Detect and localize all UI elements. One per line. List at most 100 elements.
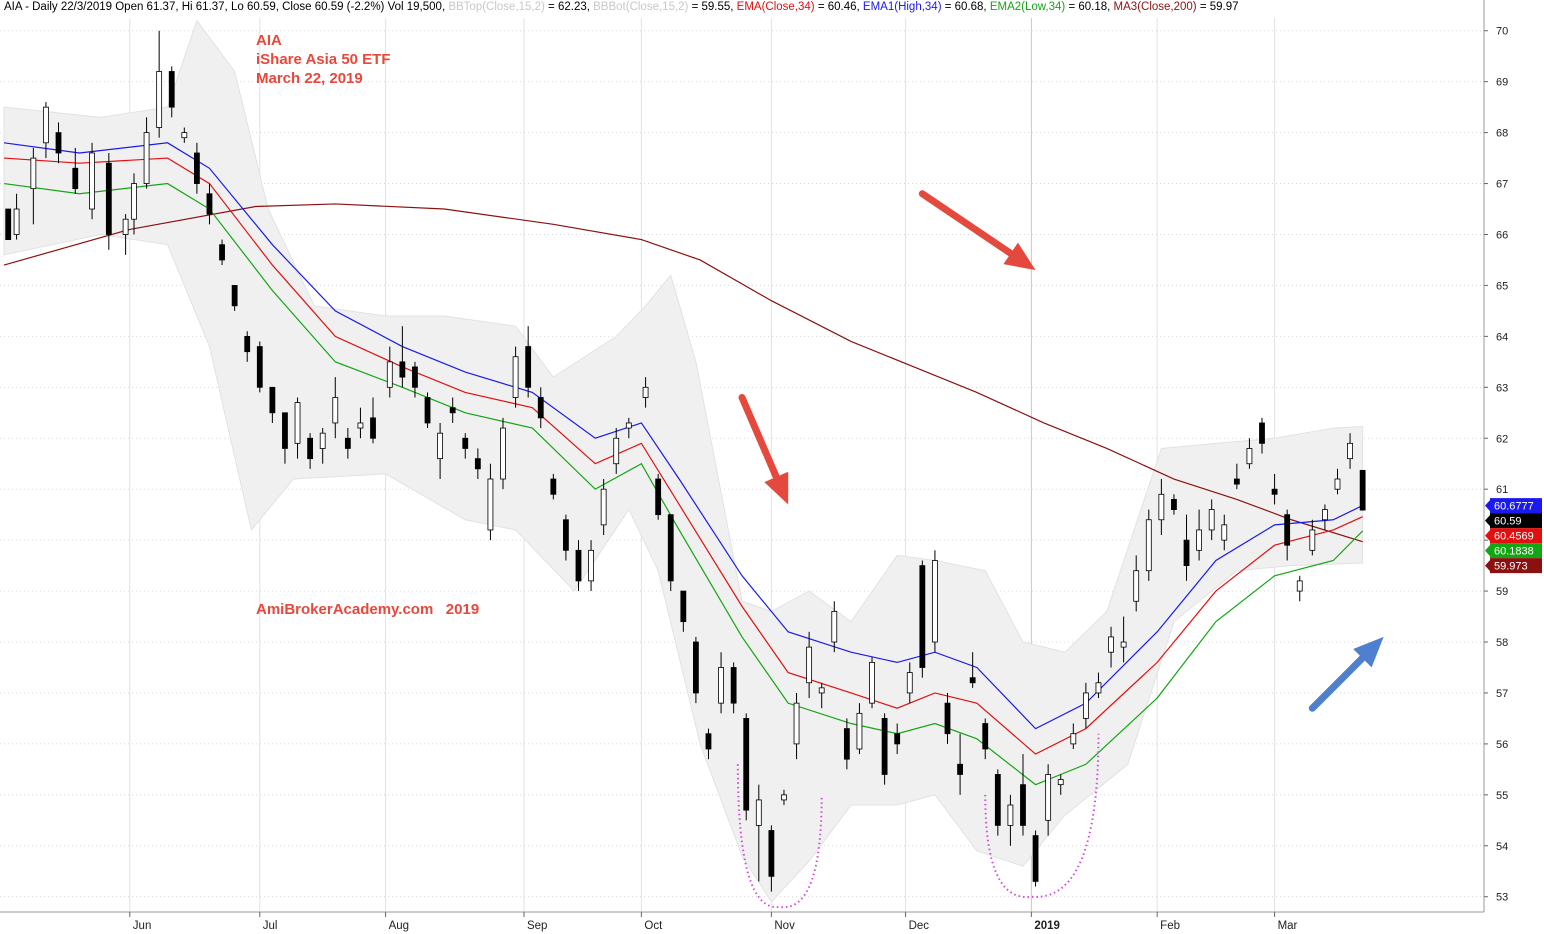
ema-low-line xyxy=(3,182,1364,786)
x-tick-label: Nov xyxy=(774,920,795,932)
candle-body xyxy=(1095,682,1102,694)
value-tag-pointer xyxy=(1485,545,1490,557)
value-tag xyxy=(1490,543,1542,559)
value-tag-label: 60.4569 xyxy=(1494,531,1534,543)
candle-body xyxy=(1221,524,1228,541)
candle-body xyxy=(307,437,314,460)
candle-body xyxy=(575,549,582,582)
candle-body xyxy=(730,667,737,704)
candle-body xyxy=(1347,442,1353,460)
candle-body xyxy=(282,412,288,449)
candle-body xyxy=(1020,784,1026,826)
ema-high-line xyxy=(3,142,1363,730)
y-tick-label: 65 xyxy=(1496,280,1508,292)
candle-body xyxy=(1007,804,1014,826)
y-tick-label: 66 xyxy=(1496,229,1508,241)
candle-body xyxy=(718,667,724,704)
candle-body xyxy=(1082,692,1089,719)
bollinger-band-area xyxy=(3,19,1364,903)
indicator-lines xyxy=(3,142,1364,786)
value-tags: 60.6777 60.59 60.4569 60.1838 59.973 xyxy=(1485,498,1542,574)
candle-body xyxy=(793,702,800,745)
candle-body xyxy=(370,417,376,439)
candle-body xyxy=(1045,774,1052,821)
header-ema1: EMA1(High,34) xyxy=(862,1,942,13)
x-tick-label: Jul xyxy=(263,920,278,932)
axes: 535455565758596061626364656667686970JunJ… xyxy=(0,0,1508,932)
candle-body xyxy=(487,478,494,531)
candle-body xyxy=(906,672,913,694)
candle-body xyxy=(332,397,339,424)
x-tick-label: Jun xyxy=(133,920,152,932)
candle-body xyxy=(1171,498,1177,510)
y-tick-label: 56 xyxy=(1496,739,1508,751)
candle-body xyxy=(994,774,1001,826)
x-tick-label: Mar xyxy=(1278,920,1298,932)
candle-body xyxy=(655,478,662,516)
candle-body xyxy=(437,432,444,460)
candle-body xyxy=(500,427,506,480)
value-tag xyxy=(1490,498,1542,514)
y-tick-label: 70 xyxy=(1496,26,1508,38)
candle-body xyxy=(474,458,481,470)
value-tag xyxy=(1490,528,1542,544)
candle-body xyxy=(512,356,519,398)
candle-body xyxy=(181,132,188,139)
y-tick-label: 63 xyxy=(1496,382,1508,394)
candle-body xyxy=(1183,539,1190,567)
candle-body xyxy=(1158,493,1165,521)
red-arrow-shaft xyxy=(918,190,1015,257)
candle-body xyxy=(1284,514,1291,546)
candle-body xyxy=(588,549,594,582)
candle-body xyxy=(1259,422,1265,444)
candle-body xyxy=(525,346,532,388)
candle-body xyxy=(818,687,825,694)
x-tick-label: Aug xyxy=(389,920,409,932)
candle-body xyxy=(131,183,137,220)
candle-body xyxy=(1233,478,1240,485)
candle-body xyxy=(72,167,79,190)
candle-body xyxy=(869,661,875,704)
bollinger-band xyxy=(3,19,1364,903)
candle-body xyxy=(894,733,901,745)
title-annotation: AIA iShare Asia 50 ETF March 22, 2019 xyxy=(256,31,391,88)
header-base: AIA - Daily 22/3/2019 Open 61.37, Hi 61.… xyxy=(4,1,442,13)
x-tick-label: 2019 xyxy=(1034,920,1060,932)
y-tick-label: 67 xyxy=(1496,179,1508,191)
title-name: iShare Asia 50 ETF xyxy=(256,51,391,68)
header-ema2: EMA2(Low,34) xyxy=(989,1,1066,13)
header-bbbot-value: = 59.55, xyxy=(688,1,737,13)
red-arrow-head xyxy=(1003,242,1036,271)
candle-body xyxy=(357,422,364,429)
candle-body xyxy=(843,728,850,760)
candle-body xyxy=(1271,488,1278,495)
ema-close-line xyxy=(3,157,1363,755)
candle-body xyxy=(768,830,775,877)
candle-body xyxy=(43,106,49,144)
candle-body xyxy=(944,702,951,735)
candle-body xyxy=(1032,835,1039,882)
candle-body xyxy=(399,361,406,378)
chart-header: AIA - Daily 22/3/2019 Open 61.37, Hi 61.… xyxy=(4,1,1239,13)
candle-body xyxy=(1208,509,1215,531)
candle-body xyxy=(143,132,150,184)
header-bbtop: BBTop(Close,15,2) xyxy=(448,1,545,13)
candle-body xyxy=(168,71,175,108)
candle-body xyxy=(1359,469,1366,511)
header-ema1-value: = 60.68, xyxy=(941,1,990,13)
candle-body xyxy=(193,152,200,184)
header-ema2-value: = 60.18, xyxy=(1065,1,1114,13)
y-tick-label: 61 xyxy=(1496,484,1508,496)
candle-body xyxy=(625,422,632,429)
value-tag-label: 59.973 xyxy=(1494,561,1528,573)
blue-arrow-shaft xyxy=(1308,654,1366,712)
candle-body xyxy=(781,794,787,801)
candle-body xyxy=(412,366,418,388)
header-ma3-value: = 59.97 xyxy=(1196,1,1239,13)
candle-body xyxy=(881,718,888,775)
candle-body xyxy=(206,193,213,215)
candle-body xyxy=(743,718,750,811)
header-bbbot: BBBot(Close,15,2) xyxy=(593,1,689,13)
ma200-line xyxy=(3,203,1363,543)
